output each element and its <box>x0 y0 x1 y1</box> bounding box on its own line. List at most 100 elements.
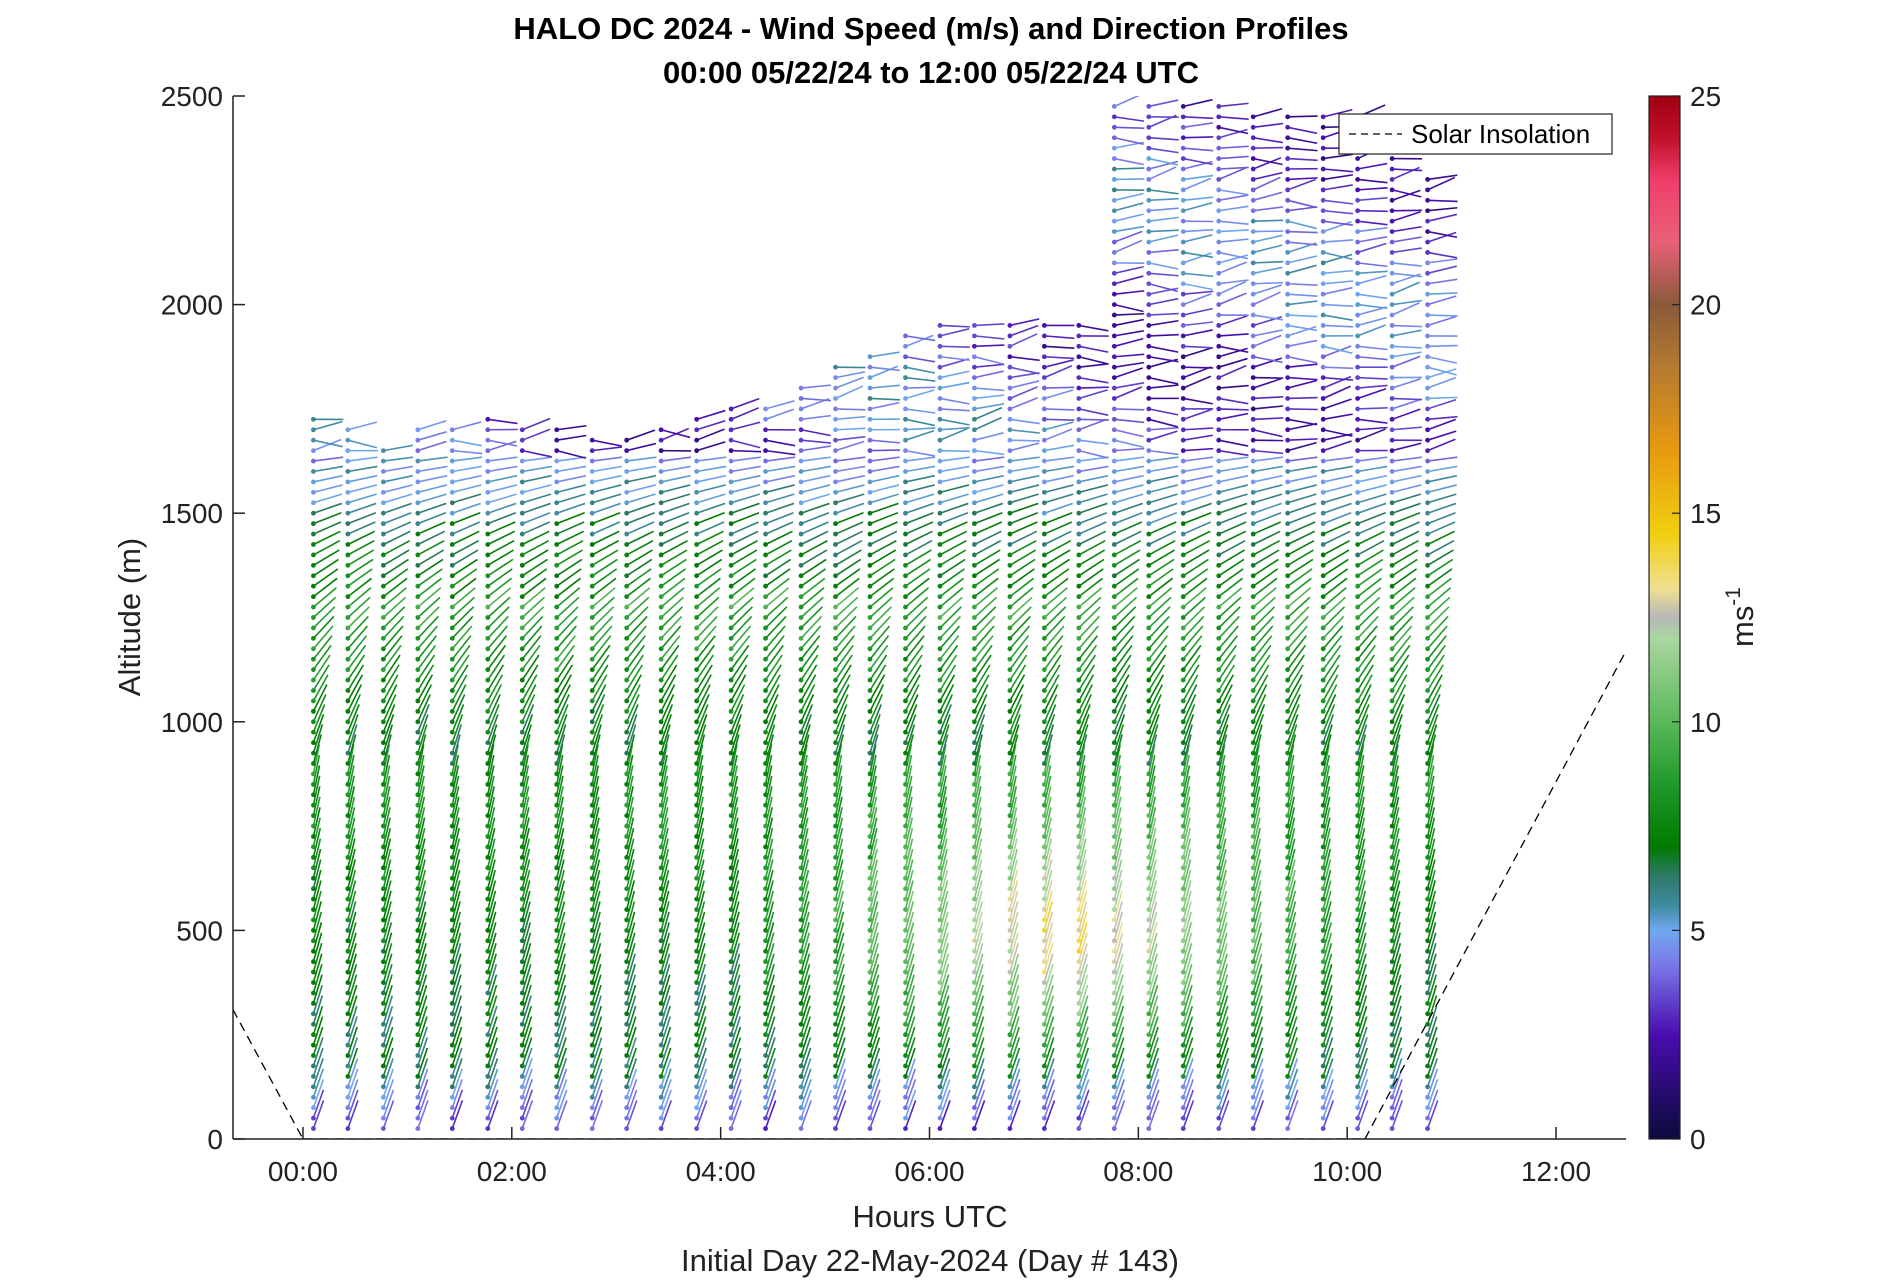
wind-barb <box>1286 890 1297 921</box>
wind-barb <box>973 911 984 942</box>
wind-barb-head <box>1111 1094 1117 1100</box>
wind-barb-head <box>833 928 838 933</box>
wind-barb <box>1078 558 1105 577</box>
wind-barb <box>695 901 706 931</box>
wind-barb-head <box>1180 813 1186 819</box>
wind-barb-head <box>658 740 664 746</box>
wind-barb <box>730 817 739 848</box>
wind-barb-head <box>1076 1063 1082 1069</box>
wind-barb-head <box>1285 312 1291 318</box>
wind-barb <box>1286 1058 1299 1088</box>
wind-barb-head <box>519 729 525 735</box>
wind-barb-head <box>1007 1126 1013 1131</box>
wind-barb-head <box>449 990 455 996</box>
wind-barb <box>1322 744 1330 775</box>
wind-barb-head <box>1250 959 1256 965</box>
wind-barb-head <box>867 1105 873 1111</box>
wind-barb-head <box>449 750 455 756</box>
wind-barb <box>1286 694 1301 723</box>
wind-barb <box>974 530 1002 546</box>
wind-barb-head <box>1216 1094 1222 1100</box>
wind-barb <box>1218 345 1249 354</box>
wind-barb-head <box>1320 667 1326 673</box>
wind-barb <box>1218 357 1248 368</box>
wind-barb-head <box>1146 1021 1152 1027</box>
wind-barb <box>1182 587 1207 608</box>
wind-barb <box>1217 796 1227 827</box>
wind-barb-head <box>867 427 873 433</box>
wind-barb <box>625 796 634 827</box>
wind-barb-head <box>380 823 386 829</box>
wind-barb-head <box>345 1011 351 1017</box>
wind-barb-head <box>1389 1094 1395 1100</box>
wind-barb <box>1322 974 1333 1004</box>
wind-barb <box>764 684 780 712</box>
wind-barb <box>382 974 393 1004</box>
wind-barb <box>1286 807 1296 837</box>
wind-barb-head <box>1111 875 1117 881</box>
wind-barb-head <box>1007 771 1013 777</box>
wind-barb <box>487 587 512 608</box>
wind-barb <box>1182 838 1192 869</box>
wind-barb-head <box>903 1084 908 1090</box>
wind-barb <box>347 1047 359 1077</box>
wind-barb-head <box>345 698 351 704</box>
wind-barb-head <box>1146 1063 1152 1069</box>
wind-barb-head <box>1320 448 1326 454</box>
wind-barb-head <box>658 594 664 600</box>
wind-barb-head <box>1111 416 1117 422</box>
wind-barb <box>487 963 498 994</box>
wind-barb <box>1009 333 1038 348</box>
wind-barb-head <box>937 865 943 871</box>
wind-barb <box>521 615 544 639</box>
wind-barb <box>591 577 617 598</box>
wind-barb <box>1252 502 1282 514</box>
wind-barb <box>730 974 741 1004</box>
wind-barb <box>347 521 376 535</box>
wind-barb <box>660 765 669 795</box>
wind-barb-head <box>1285 489 1291 495</box>
wind-barb <box>939 828 948 858</box>
wind-barb <box>1322 1058 1334 1088</box>
wind-barb <box>1044 484 1074 494</box>
wind-barb <box>1217 1100 1230 1129</box>
wind-barb <box>521 1058 533 1088</box>
wind-barb-head <box>1111 312 1117 318</box>
wind-barb <box>834 615 857 639</box>
wind-barb <box>626 558 653 577</box>
wind-barb <box>1391 911 1401 942</box>
wind-barb-head <box>1216 521 1222 527</box>
wind-barb-head <box>589 615 595 620</box>
wind-barb <box>625 1016 637 1046</box>
wind-barb-head <box>728 771 734 777</box>
wind-barb-head <box>1250 635 1256 641</box>
wind-barb <box>382 674 399 702</box>
wind-barb <box>905 484 935 494</box>
wind-barb-head <box>1320 1105 1326 1111</box>
wind-barb <box>591 684 607 712</box>
wind-barb <box>591 644 611 671</box>
wind-barb <box>904 922 915 952</box>
wind-barb <box>312 1047 324 1077</box>
wind-barb-head <box>1111 959 1117 965</box>
wind-barb <box>1252 191 1283 202</box>
wind-barb <box>1078 376 1109 384</box>
wind-barb <box>1148 166 1177 181</box>
wind-barb <box>312 568 339 587</box>
wind-barb-head <box>1180 948 1186 954</box>
wind-barb-head <box>519 500 525 506</box>
wind-barb-head <box>728 719 734 725</box>
wind-barb <box>973 1100 986 1129</box>
wind-barb <box>521 932 532 962</box>
wind-barb-head <box>1285 948 1291 954</box>
wind-barb-head <box>345 573 351 579</box>
wind-barb <box>696 539 724 556</box>
wind-barb <box>1009 1016 1020 1046</box>
wind-barb-head <box>798 458 804 464</box>
wind-barb-head <box>833 406 838 412</box>
wind-barb-head <box>1111 594 1117 600</box>
wind-barb <box>834 625 856 650</box>
wind-barb <box>835 465 866 473</box>
wind-barb <box>556 493 586 504</box>
wind-barb-head <box>694 781 700 787</box>
